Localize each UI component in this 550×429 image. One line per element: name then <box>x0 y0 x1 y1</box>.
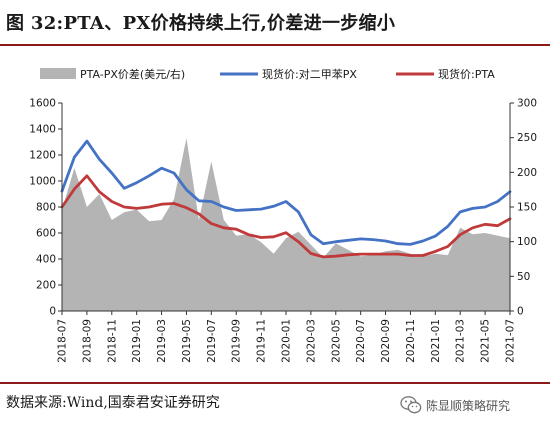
y-right-tick-label: 300 <box>517 98 537 110</box>
y-left-tick-label: 200 <box>36 280 56 292</box>
x-tick-label: 2020-07 <box>355 319 367 363</box>
figure-header: 图 32:PTA、PX价格持续上行,价差进一步缩小 <box>0 0 550 44</box>
x-tick-label: 2019-09 <box>231 319 243 363</box>
bottom-rule <box>0 382 550 384</box>
wechat-icon <box>400 396 422 414</box>
x-tick-label: 2020-01 <box>281 319 293 363</box>
x-tick-label: 2018-07 <box>57 319 69 363</box>
y-left-tick-label: 600 <box>36 228 56 240</box>
legend-label-pta: 现货价:PTA <box>438 67 495 81</box>
x-tick-label: 2020-09 <box>380 319 392 363</box>
x-tick-label: 2021-03 <box>455 319 467 363</box>
watermark-text: 陈显顺策略研究 <box>426 399 511 413</box>
series-area-pta-px-spread <box>62 138 510 311</box>
price-chart: 0 200 400 600 800 1000 1200 1400 1600 0 50 100 150 20… <box>29 67 537 363</box>
y-left-tick-label: 0 <box>49 306 56 318</box>
x-tick-label: 2020-03 <box>305 319 317 363</box>
x-tick-label: 2019-07 <box>206 319 218 363</box>
x-tick-label: 2020-05 <box>330 319 342 363</box>
y-right-tick-label: 100 <box>517 236 537 248</box>
y-right-tick-label: 0 <box>517 306 524 318</box>
watermark: 陈显顺策略研究 <box>400 393 546 419</box>
top-rule <box>0 44 550 46</box>
y-right-tick-label: 200 <box>517 167 537 179</box>
y-right-tick-label: 250 <box>517 132 537 144</box>
x-tick-label: 2021-01 <box>430 319 442 363</box>
x-tick-label: 2019-05 <box>181 319 193 363</box>
legend-label-px: 现货价:对二甲苯PX <box>262 67 357 81</box>
y-left-tick-label: 1000 <box>29 176 56 188</box>
x-tick-label: 2019-03 <box>156 319 168 363</box>
y-right-tick-label: 150 <box>517 202 537 214</box>
x-tick-label: 2019-11 <box>256 319 268 363</box>
x-tick-label: 2018-09 <box>81 319 93 363</box>
series-line-pta-spot <box>60 174 512 259</box>
y-left-tick-label: 400 <box>36 254 56 266</box>
figure-title: 图 32:PTA、PX价格持续上行,价差进一步缩小 <box>6 13 396 34</box>
legend-swatch-spread <box>40 68 76 79</box>
y-left-tick-label: 800 <box>36 202 56 214</box>
x-tick-label: 2021-07 <box>505 319 517 363</box>
y-right-tick-label: 50 <box>517 271 530 283</box>
x-tick-label: 2021-05 <box>480 319 492 363</box>
legend-label-spread: PTA-PX价差(美元/右) <box>80 67 185 81</box>
x-tick-label: 2018-11 <box>106 319 118 363</box>
source-note: 数据来源:Wind,国泰君安证券研究 <box>6 395 220 411</box>
y-left-tick-label: 1600 <box>29 98 56 110</box>
series-line-px-spot <box>60 139 512 246</box>
y-left-tick-label: 1400 <box>29 124 56 136</box>
x-tick-label: 2019-01 <box>131 319 143 363</box>
x-tick-label: 2020-11 <box>405 319 417 363</box>
y-left-tick-label: 1200 <box>29 150 56 162</box>
